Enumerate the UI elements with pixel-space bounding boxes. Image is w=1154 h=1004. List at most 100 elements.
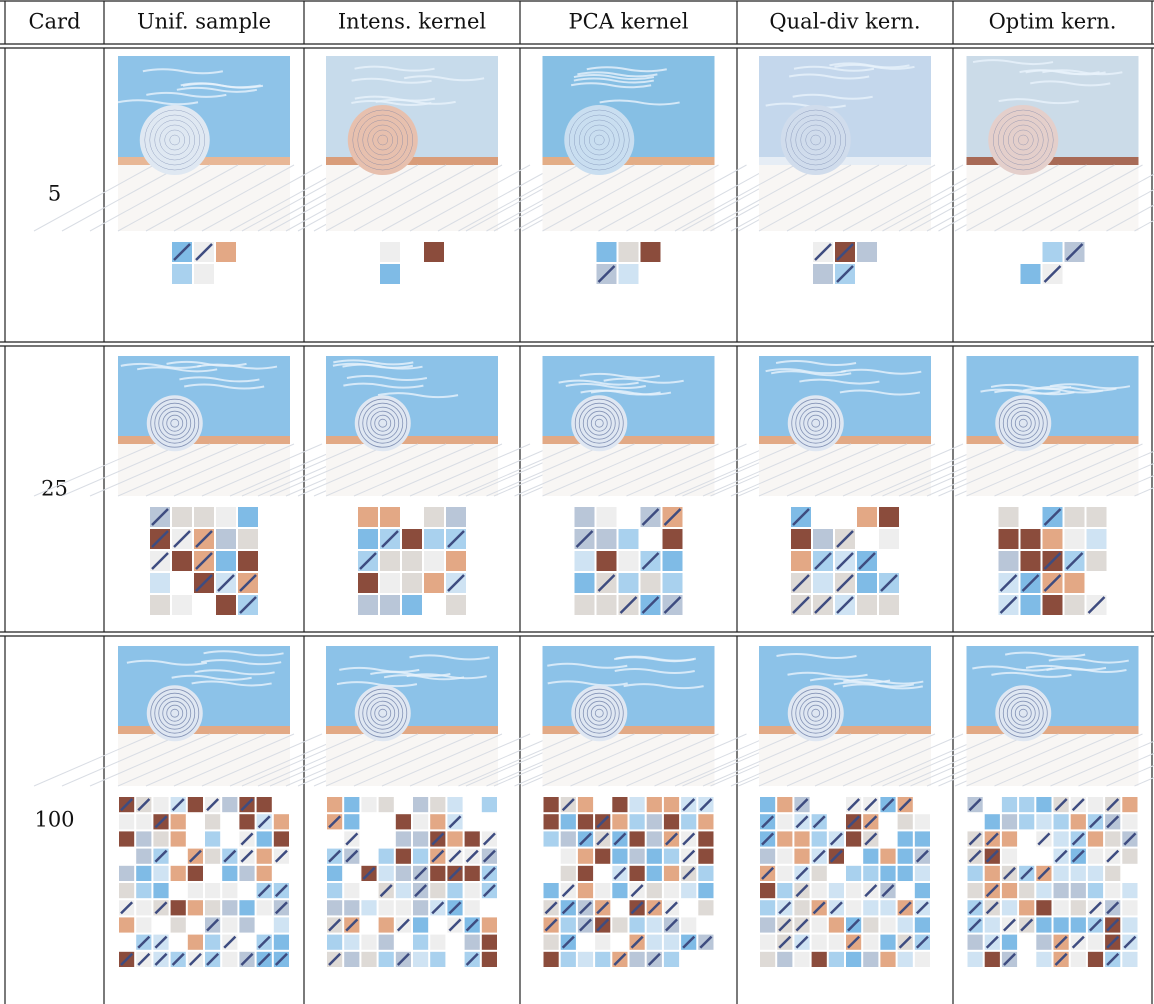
patch — [447, 797, 463, 813]
plank — [514, 733, 635, 787]
hat-ring — [370, 410, 396, 436]
patch — [998, 551, 1019, 571]
patch — [256, 797, 272, 813]
patch-stripe — [1065, 243, 1084, 261]
patch-stripe — [239, 596, 257, 614]
patch — [327, 883, 343, 899]
ripple — [1049, 383, 1131, 390]
patch — [216, 529, 236, 549]
patch — [1001, 900, 1018, 916]
patch-stripe — [847, 935, 861, 949]
patch — [857, 573, 877, 593]
patch — [344, 934, 360, 950]
patch-stripe — [682, 849, 696, 863]
patch — [187, 934, 203, 950]
plank — [381, 443, 503, 497]
patch — [205, 934, 221, 950]
patch — [543, 883, 559, 899]
plank — [786, 443, 908, 497]
ripple — [126, 659, 208, 666]
patch — [646, 797, 662, 813]
patch — [150, 595, 170, 615]
ripple — [339, 666, 420, 673]
patch-stripe — [188, 952, 202, 966]
patch — [1020, 551, 1041, 571]
patch — [629, 951, 645, 967]
patch-stripe — [613, 832, 627, 846]
hat-ring — [166, 704, 184, 722]
patch-stripe — [682, 935, 696, 949]
hat-ring — [366, 696, 400, 730]
patch — [880, 934, 896, 950]
patch — [358, 507, 378, 527]
patch-stripe — [613, 952, 627, 966]
plank — [353, 164, 475, 232]
ripple — [1048, 657, 1129, 664]
patch — [136, 865, 152, 881]
patch-stripe — [482, 884, 496, 898]
patch — [395, 883, 411, 899]
patch — [447, 831, 463, 847]
plank — [758, 733, 880, 787]
patch-stripe — [613, 866, 627, 880]
patch-stripe — [915, 935, 929, 949]
patch — [402, 551, 422, 571]
patch-stripe — [1123, 935, 1137, 949]
ripple — [336, 681, 418, 688]
patch — [629, 917, 645, 933]
patch — [629, 814, 645, 830]
hat — [347, 105, 418, 175]
patch — [646, 814, 662, 830]
patch — [612, 814, 628, 830]
patch — [216, 507, 236, 527]
patch — [222, 917, 238, 933]
patch-stripe — [579, 901, 592, 915]
hat-ring — [791, 688, 841, 738]
patch — [1064, 507, 1085, 527]
patch-stripe — [999, 574, 1018, 592]
plank — [145, 443, 267, 497]
patch — [1070, 883, 1086, 899]
patch-stripe — [1106, 952, 1120, 966]
ripple — [354, 65, 435, 72]
patch — [1020, 529, 1041, 549]
patch-stripe — [985, 935, 999, 949]
hat — [564, 105, 635, 175]
ripple — [342, 363, 423, 370]
arm — [326, 157, 498, 165]
patch — [1036, 900, 1052, 916]
patch-stripe — [328, 952, 342, 966]
ripple — [841, 368, 922, 375]
thumbnail — [674, 356, 1076, 497]
ripple — [990, 383, 1072, 390]
patch — [698, 831, 714, 847]
patch — [136, 831, 152, 847]
patch-stripe — [257, 884, 271, 898]
patch — [1036, 917, 1052, 933]
patch — [430, 883, 446, 899]
patch — [1064, 573, 1085, 593]
patch — [378, 900, 394, 916]
hat-ring — [1003, 119, 1044, 161]
ripple — [972, 59, 1054, 66]
ripple — [375, 98, 456, 105]
patch-stripe — [345, 849, 359, 863]
ripple — [200, 659, 282, 666]
plank — [241, 443, 363, 497]
patch-stripe — [154, 849, 168, 863]
patch-stripe — [761, 815, 775, 829]
patch — [760, 951, 776, 967]
patch — [344, 814, 360, 830]
thumbnail — [241, 356, 643, 497]
ripple — [603, 377, 684, 384]
patch — [646, 934, 662, 950]
patch — [897, 848, 913, 864]
patch — [681, 814, 697, 830]
plank — [269, 443, 391, 497]
plank — [758, 443, 880, 497]
patch-stripe — [1054, 798, 1068, 812]
patch — [543, 934, 559, 950]
patch — [1087, 848, 1104, 864]
patch — [222, 883, 238, 899]
ripple — [765, 368, 846, 375]
